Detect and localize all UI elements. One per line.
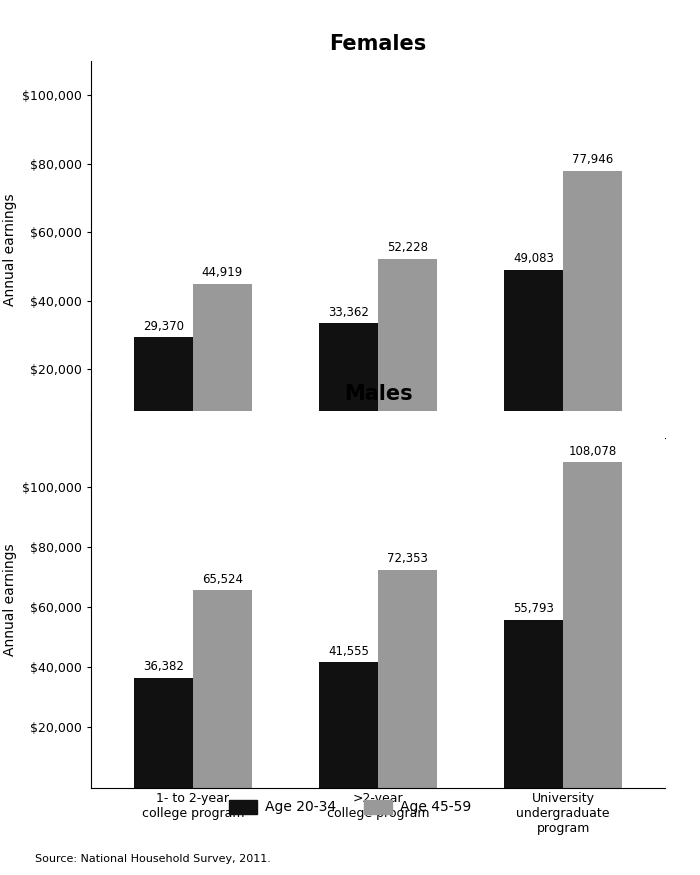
- Bar: [564, 462, 622, 788]
- Text: 65,524: 65,524: [202, 573, 243, 585]
- Bar: [134, 337, 192, 438]
- Y-axis label: Annual earnings: Annual earnings: [3, 193, 17, 305]
- Text: 108,078: 108,078: [568, 444, 617, 458]
- Bar: [378, 570, 438, 788]
- Bar: [318, 324, 378, 438]
- Bar: [378, 259, 438, 438]
- Legend: Age 20-34, Age 45-59: Age 20-34, Age 45-59: [223, 794, 477, 820]
- Text: 77,946: 77,946: [572, 153, 613, 166]
- Bar: [193, 284, 252, 438]
- Title: Males: Males: [344, 384, 412, 404]
- Bar: [318, 662, 378, 788]
- Bar: [504, 620, 564, 788]
- Text: 72,353: 72,353: [387, 552, 428, 565]
- Bar: [134, 678, 192, 788]
- Text: 52,228: 52,228: [387, 242, 428, 255]
- Bar: [504, 270, 564, 438]
- Y-axis label: Annual earnings: Annual earnings: [3, 543, 17, 655]
- Bar: [193, 591, 252, 788]
- Text: 44,919: 44,919: [202, 266, 243, 279]
- Text: Source: National Household Survey, 2011.: Source: National Household Survey, 2011.: [35, 855, 271, 864]
- Text: 55,793: 55,793: [513, 602, 554, 615]
- Bar: [564, 171, 622, 438]
- Text: 36,382: 36,382: [143, 661, 183, 674]
- Text: 49,083: 49,083: [513, 252, 554, 265]
- Title: Females: Females: [330, 34, 426, 54]
- Text: 41,555: 41,555: [328, 645, 369, 658]
- Text: 33,362: 33,362: [328, 306, 369, 318]
- Text: 29,370: 29,370: [143, 319, 183, 332]
